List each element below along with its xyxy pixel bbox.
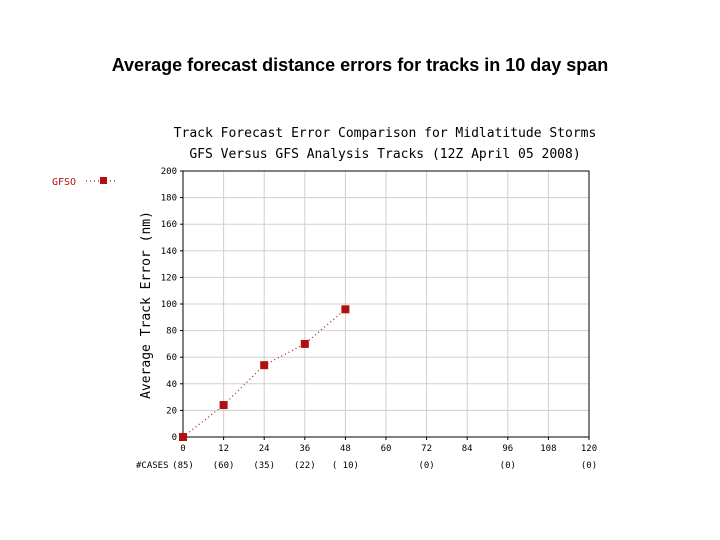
chart-title: Track Forecast Error Comparison for Midl… [174, 126, 597, 141]
x-tick-label: 48 [340, 444, 351, 454]
cases-value: (0) [418, 461, 434, 471]
y-tick-label: 0 [172, 433, 177, 443]
x-tick-label: 108 [540, 444, 556, 454]
cases-value: (60) [213, 461, 235, 471]
cases-value: (35) [253, 461, 275, 471]
cases-value: (0) [581, 461, 597, 471]
y-axis-label: Average Track Error (nm) [139, 211, 154, 399]
data-point [219, 401, 228, 410]
y-tick-label: 160 [161, 220, 177, 230]
chart-subtitle: GFS Versus GFS Analysis Tracks (12Z Apri… [189, 147, 580, 162]
legend: GFSO [52, 177, 118, 188]
y-tick-label: 120 [161, 273, 177, 283]
data-point [300, 339, 309, 348]
cases-label: #CASES [136, 461, 169, 471]
x-tick-label: 96 [502, 444, 513, 454]
x-tick-label: 120 [581, 444, 597, 454]
cases-value: (85) [172, 461, 194, 471]
axis-ticks: 0 20 40 60 80 100 120 140 160 180 200 0 12 24 36 48 60 72… [161, 167, 597, 454]
x-tick-label: 36 [299, 444, 310, 454]
series-layer [179, 305, 350, 441]
slide-title: Average forecast distance errors for tra… [111, 55, 609, 75]
x-tick-label: 60 [381, 444, 392, 454]
y-tick-label: 80 [166, 327, 177, 337]
cases-row: #CASES (85) (60) (35) (22) ( 10) (0) (0) (0) [136, 461, 597, 471]
legend-label: GFSO [52, 177, 76, 188]
x-tick-label: 72 [421, 444, 432, 454]
cases-value: ( 10) [332, 461, 359, 471]
cases-value: (22) [294, 461, 316, 471]
y-tick-label: 60 [166, 353, 177, 363]
x-tick-label: 0 [180, 444, 185, 454]
cases-value: (0) [500, 461, 516, 471]
y-tick-label: 40 [166, 380, 177, 390]
x-tick-label: 24 [259, 444, 270, 454]
x-tick-label: 84 [462, 444, 473, 454]
y-tick-label: 200 [161, 167, 177, 177]
data-point [341, 305, 350, 314]
data-point [260, 361, 269, 370]
y-tick-label: 20 [166, 406, 177, 416]
grid-lines [182, 170, 590, 438]
x-tick-label: 12 [218, 444, 229, 454]
y-tick-label: 180 [161, 194, 177, 204]
legend-marker [100, 177, 107, 184]
y-tick-label: 140 [161, 247, 177, 257]
y-tick-label: 100 [161, 300, 177, 310]
data-point [179, 433, 187, 441]
